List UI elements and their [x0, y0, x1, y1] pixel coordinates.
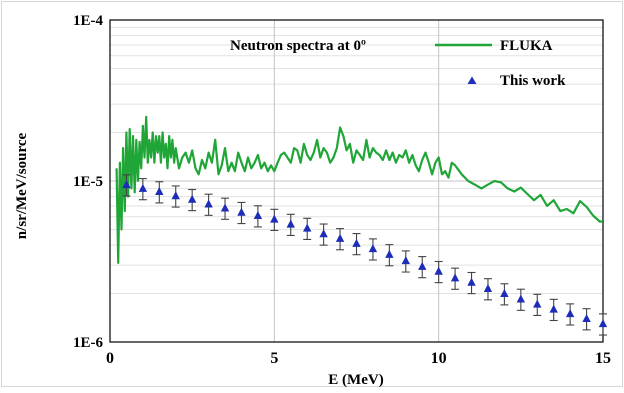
triangle-marker [500, 289, 509, 298]
this-work-point [401, 250, 410, 273]
this-work-point [450, 267, 460, 290]
chart-title: Neutron spectra at 0º [230, 38, 366, 54]
chart-frame [1, 1, 623, 387]
this-work-point [270, 208, 279, 232]
this-work-point [368, 238, 378, 261]
triangle-marker [598, 319, 608, 328]
triangle-marker [270, 214, 279, 223]
triangle-marker [467, 277, 476, 286]
legend-fluka-label: FLUKA [500, 38, 553, 54]
this-work-point [352, 233, 361, 256]
this-work-point [220, 197, 230, 220]
x-tick-label: 5 [270, 350, 278, 367]
triangle-marker [565, 309, 575, 318]
this-work-point [582, 308, 591, 331]
x-axis-label: E (MeV) [328, 372, 383, 388]
triangle-marker [319, 229, 328, 238]
this-work-point [155, 181, 164, 204]
legend-this-work-marker [467, 76, 477, 84]
this-work-point [385, 244, 394, 267]
this-work-point [204, 193, 213, 216]
y-tick-label: 1E-5 [73, 174, 103, 190]
series-fluka-line [115, 115, 603, 264]
y-tick-label: 1E-6 [73, 335, 104, 351]
y-axis-label: n/sr/MeV/source [14, 132, 30, 239]
triangle-marker [122, 180, 131, 189]
triangle-marker [286, 219, 295, 228]
x-tick-label: 15 [595, 350, 611, 367]
triangle-marker [204, 199, 213, 208]
triangle-marker [335, 233, 345, 242]
this-work-point [286, 213, 295, 236]
this-work-point [434, 260, 443, 284]
series-layer [115, 115, 608, 336]
this-work-point [303, 217, 312, 240]
triangle-marker [434, 266, 443, 275]
this-work-point [565, 303, 575, 326]
this-work-point [516, 288, 526, 311]
triangle-marker [582, 313, 591, 322]
this-work-point [171, 185, 180, 208]
triangle-marker [401, 256, 410, 265]
this-work-point [598, 313, 608, 336]
triangle-marker [352, 238, 361, 247]
x-tick-label: 10 [431, 350, 447, 367]
this-work-point [319, 223, 328, 246]
triangle-marker [368, 244, 378, 253]
triangle-marker [155, 187, 164, 196]
triangle-marker [171, 191, 180, 200]
this-work-point [483, 278, 493, 301]
this-work-point [187, 188, 197, 212]
this-work-point [533, 293, 542, 316]
triangle-marker [549, 304, 558, 313]
triangle-marker [220, 203, 230, 212]
this-work-point [138, 178, 148, 201]
this-work-point [549, 298, 558, 322]
legend-this-work-label: This work [500, 73, 566, 89]
triangle-marker [253, 211, 263, 220]
triangle-marker [516, 294, 526, 303]
this-work-point [253, 205, 263, 228]
plot-frame [109, 19, 604, 343]
this-work-point [467, 271, 476, 295]
triangle-marker [237, 207, 246, 216]
triangle-marker [385, 249, 394, 258]
this-work-point [237, 201, 246, 225]
axes: 0 5 10 15 1E-6 1E-5 1E-4 [73, 13, 611, 367]
this-work-point [418, 256, 427, 279]
triangle-marker [187, 194, 197, 203]
grid [109, 19, 604, 343]
triangle-marker [303, 223, 312, 232]
this-work-point [335, 228, 345, 251]
this-work-point [122, 174, 131, 197]
triangle-marker [533, 299, 542, 308]
this-work-point [500, 283, 509, 306]
legend: FLUKA This work [435, 38, 566, 89]
triangle-marker [418, 261, 427, 270]
y-tick-label: 1E-4 [73, 13, 104, 29]
triangle-marker [138, 183, 148, 192]
triangle-marker [450, 273, 460, 282]
x-tick-label: 0 [106, 350, 114, 367]
triangle-marker [483, 283, 493, 292]
